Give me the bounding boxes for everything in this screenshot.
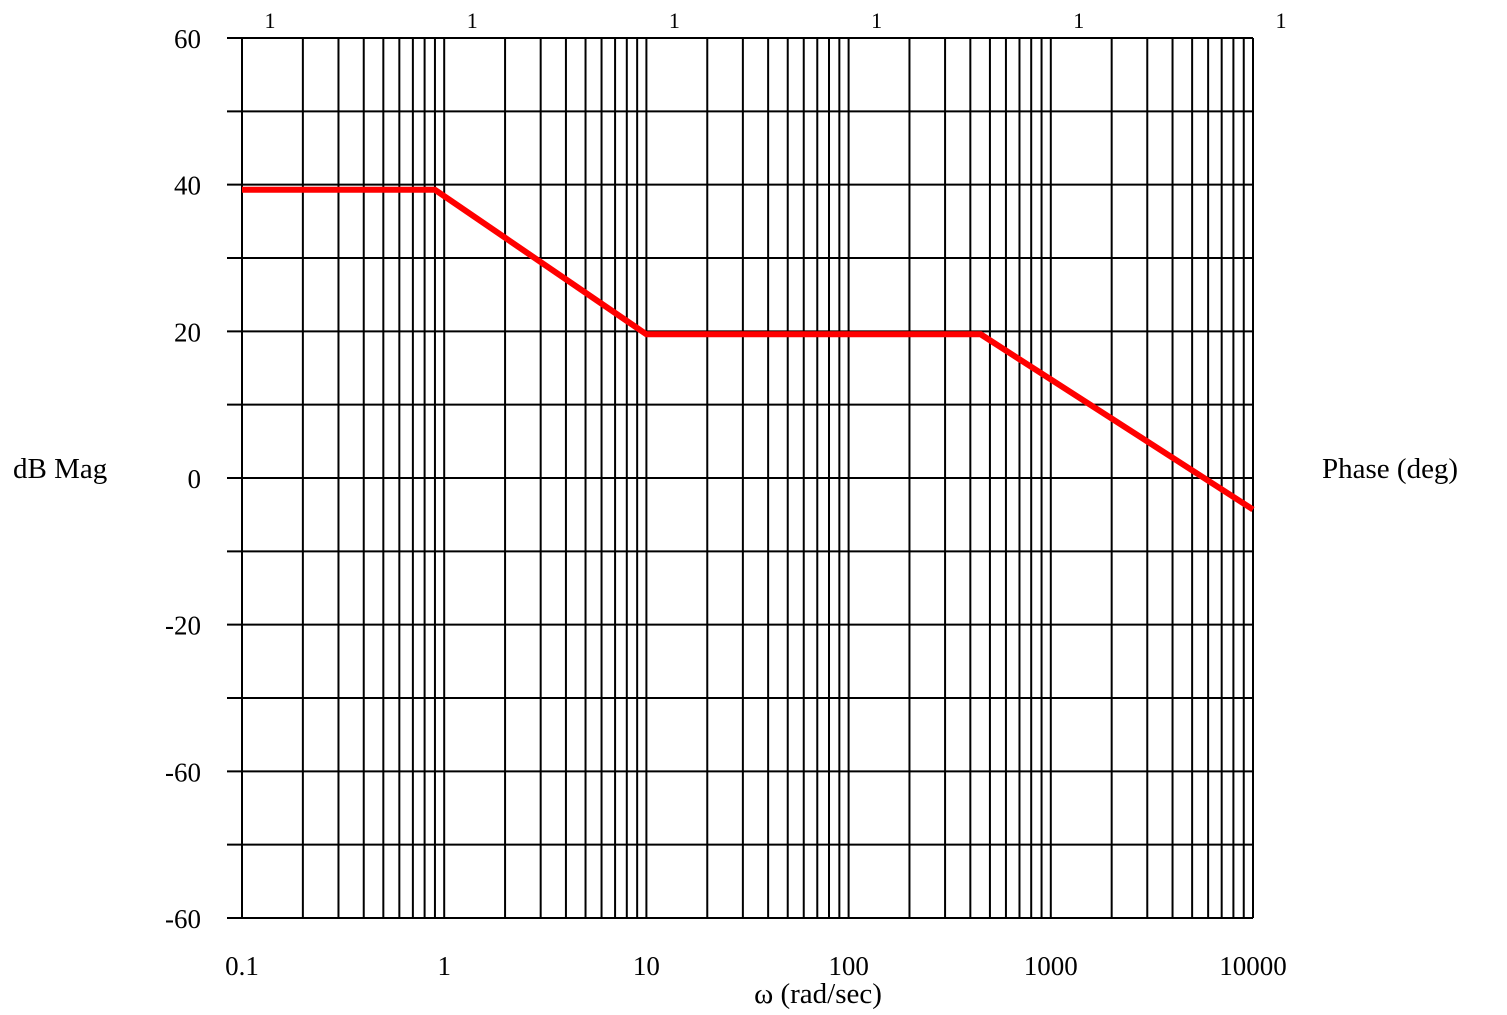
x-tick-label: 100 — [828, 951, 869, 981]
y-tick-label: 40 — [174, 171, 201, 201]
top-tick-label: 1 — [871, 8, 882, 33]
x-tick-label: 10 — [633, 951, 660, 981]
x-axis-label: ω (rad/sec) — [754, 978, 882, 1010]
top-tick-label: 1 — [467, 8, 478, 33]
top-tick-label: 1 — [1073, 8, 1084, 33]
right-axis-label: Phase (deg) — [1322, 453, 1458, 485]
y-axis-label: dB Mag — [13, 453, 107, 485]
y-tick-label: -60 — [165, 904, 201, 934]
y-axis-ticks: 60 40 20 0 -20 -60 -60 — [165, 24, 201, 934]
grid — [227, 37, 1254, 919]
x-tick-label: 0.1 — [225, 951, 259, 981]
y-tick-label: 0 — [188, 464, 202, 494]
x-tick-label: 1 — [437, 951, 451, 981]
x-axis-ticks: 0.1 1 10 100 1000 10000 — [225, 951, 1287, 981]
x-tick-label: 1000 — [1024, 951, 1078, 981]
top-axis-ticks: 1 1 1 1 1 1 — [265, 8, 1287, 33]
top-tick-label: 1 — [1276, 8, 1287, 33]
top-tick-label: 1 — [669, 8, 680, 33]
x-tick-label: 10000 — [1219, 951, 1287, 981]
y-tick-label: 60 — [174, 24, 201, 54]
y-tick-label: -20 — [165, 611, 201, 641]
magnitude-series-line — [242, 186, 1255, 513]
y-tick-label: -60 — [165, 757, 201, 787]
y-tick-label: 20 — [174, 317, 201, 347]
top-tick-label: 1 — [265, 8, 276, 33]
